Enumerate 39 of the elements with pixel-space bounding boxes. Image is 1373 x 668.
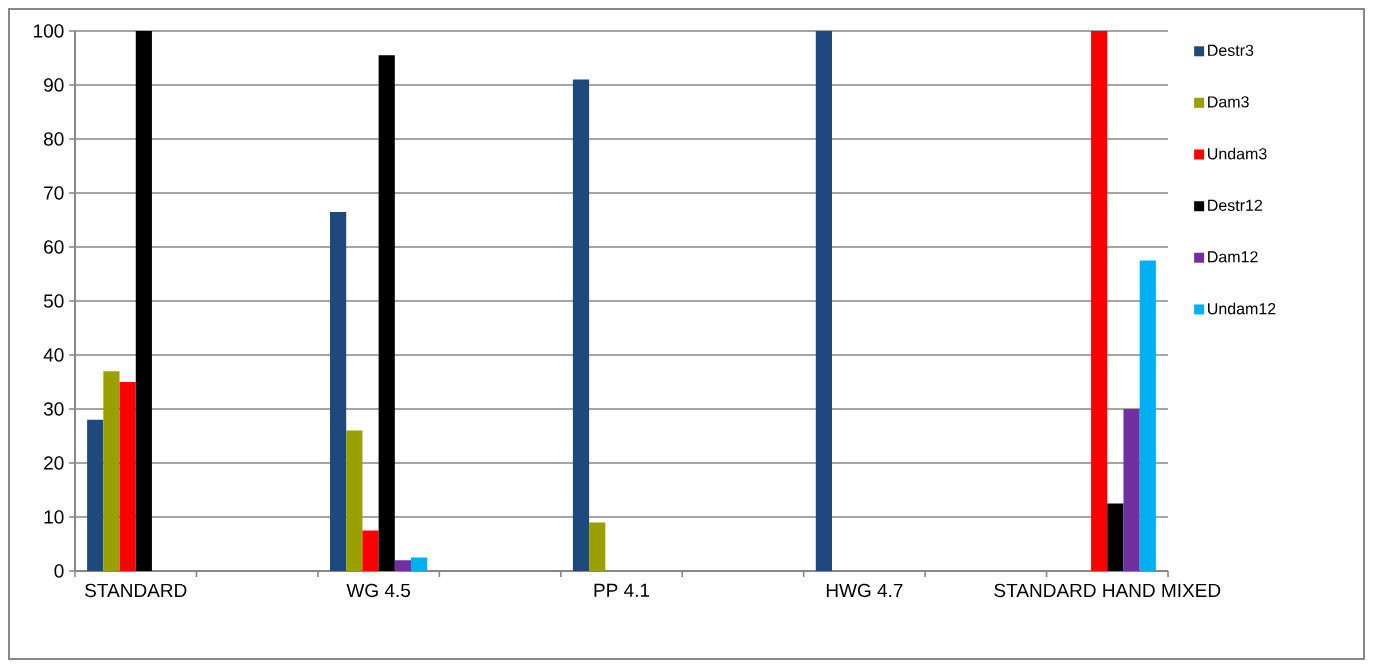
x-tick-label: STANDARD HAND MIXED [994,583,1221,598]
y-tick-label: 0 [54,564,64,578]
bar [1091,31,1108,571]
y-tick-label: 30 [43,402,64,416]
bar [1123,409,1140,571]
bar [87,419,104,571]
bar [1107,503,1124,571]
y-tick-label: 40 [43,348,64,362]
y-tick-label: 80 [44,132,64,146]
legend-label: Undam12 [1208,302,1276,315]
bar [394,560,412,571]
y-tick-label: 20 [44,456,64,470]
bar [330,211,347,571]
bar [378,55,395,571]
y-tick-label: 90 [44,78,64,92]
bar [135,31,152,571]
bar [589,522,606,571]
bar [362,530,379,571]
legend-label: Undam3 [1208,147,1267,160]
bar [119,382,136,571]
bar [1139,260,1156,571]
bar [103,371,120,571]
bar [572,79,590,571]
x-tick-label: STANDARD [85,583,187,598]
x-tick-label: PP 4.1 [594,583,650,597]
y-tick-label: 50 [43,294,64,308]
legend-label: Destr12 [1208,199,1263,211]
legend-label: Dam3 [1208,96,1249,108]
x-tick-label: HWG 4.7 [826,583,903,598]
y-tick-label: 60 [44,240,64,254]
legend-label: Destr3 [1208,44,1254,57]
bar [815,31,832,571]
y-tick-label: 10 [44,510,64,524]
x-tick-label: WG 4.5 [346,583,411,598]
y-tick-label: 70 [44,186,64,200]
legend-label: Dam12 [1208,251,1258,263]
bar [411,557,428,571]
bar [346,430,363,571]
y-tick-label: 100 [34,24,64,38]
